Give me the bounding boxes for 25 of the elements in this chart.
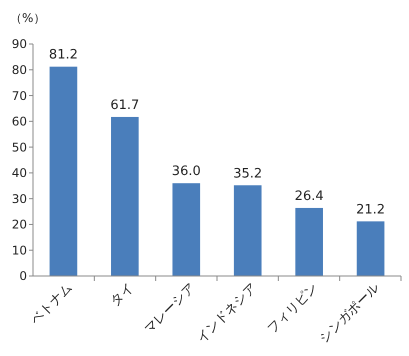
- data-label: 61.7: [110, 98, 140, 113]
- data-label: 26.4: [294, 188, 324, 204]
- bar: [111, 116, 139, 276]
- y-tick-label: 90: [12, 37, 27, 52]
- bar: [172, 183, 200, 276]
- y-tick-label: 10: [12, 243, 27, 258]
- y-tick-label: 30: [12, 192, 27, 206]
- y-tick-label: 0: [19, 269, 27, 284]
- bar: [295, 208, 323, 276]
- y-tick-label: 70: [12, 88, 27, 103]
- y-tick-label: 60: [12, 114, 27, 129]
- y-tick-label: 80: [12, 62, 27, 77]
- bar: [356, 221, 384, 276]
- y-tick-label: 20: [12, 218, 27, 232]
- data-label: 35.2: [233, 166, 262, 182]
- y-tick-label: 50: [12, 140, 27, 154]
- y-tick-label: 40: [12, 166, 27, 180]
- data-label: 81.2: [48, 48, 78, 63]
- bar: [50, 66, 78, 276]
- data-label: 21.2: [356, 202, 386, 218]
- bar: [234, 185, 262, 276]
- y-axis-title: （%）: [10, 11, 46, 25]
- x-tick-label: ベトナム: [28, 280, 76, 328]
- data-label: 36.0: [172, 164, 201, 180]
- x-tick-label: タイ: [108, 280, 137, 310]
